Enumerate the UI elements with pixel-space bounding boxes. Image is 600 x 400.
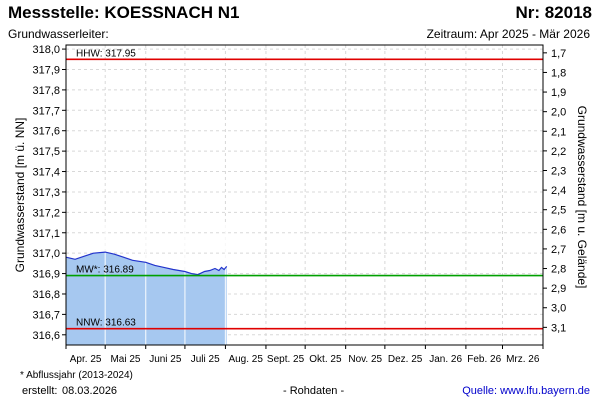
y2-tick-label: 2,4 <box>551 185 566 197</box>
y2-tick-label: 2,3 <box>551 165 566 177</box>
y2-tick-label: 1,9 <box>551 87 566 99</box>
y-tick-label: 316,9 <box>32 269 60 281</box>
mw-label: MW*: 316.89 <box>76 265 134 276</box>
y2-tick-label: 3,0 <box>551 303 566 315</box>
y2-tick-label: 1,8 <box>551 67 566 79</box>
y-tick-label: 317,7 <box>32 105 60 117</box>
rawdata-label: - Rohdaten - <box>283 385 345 397</box>
source-link[interactable]: Quelle: www.lfu.bayern.de <box>462 385 590 397</box>
x-tick-label: Aug. 25 <box>228 354 263 365</box>
x-tick-label: Mrz. 26 <box>506 354 540 365</box>
x-tick-label: Jan. 26 <box>429 354 462 365</box>
y2-tick-label: 2,8 <box>551 264 566 276</box>
x-tick-label: Okt. 25 <box>309 354 342 365</box>
y2-axis-label: Grundwasserstand [m u. Gelände] <box>575 106 589 289</box>
y-tick-label: 317,9 <box>32 64 60 76</box>
y2-tick-label: 2,5 <box>551 205 566 217</box>
y-tick-label: 317,2 <box>32 207 60 219</box>
y-tick-label: 317,1 <box>32 228 60 240</box>
y2-tick-label: 2,1 <box>551 126 566 138</box>
aquifer-label: Grundwasserleiter: <box>8 27 109 41</box>
x-tick-label: Apr. 25 <box>70 354 102 365</box>
x-tick-label: Mai 25 <box>110 354 140 365</box>
station-number: Nr: 82018 <box>515 3 592 22</box>
y-tick-label: 317,4 <box>32 167 60 179</box>
y-tick-label: 317,6 <box>32 126 60 138</box>
y-tick-label: 316,6 <box>32 330 60 342</box>
x-tick-label: Sept. 25 <box>267 354 305 365</box>
x-tick-label: Feb. 26 <box>467 354 501 365</box>
y-tick-label: 317,3 <box>32 187 60 199</box>
reference-lines: HHW: 317.95 MW*: 316.89 NNW: 316.63 <box>66 48 543 330</box>
plot-frame <box>65 44 544 346</box>
y2-tick-label: 2,9 <box>551 283 566 295</box>
y2-tick-label: 3,1 <box>551 322 566 334</box>
created-date: 08.03.2026 <box>62 385 118 397</box>
period-label: Zeitraum: Apr 2025 - Mär 2026 <box>426 27 590 41</box>
y2-tick-label: 2,0 <box>551 107 566 119</box>
y-tick-label: 318,0 <box>32 44 60 56</box>
x-tick-label: Dez. 25 <box>388 354 423 365</box>
x-tick-label: Nov. 25 <box>348 354 382 365</box>
series-line <box>65 251 228 276</box>
y2-tick-label: 1,7 <box>551 48 566 60</box>
y-axis-label: Grundwasserstand [m ü. NN] <box>13 118 27 273</box>
x-tick-label: Juni 25 <box>149 354 182 365</box>
y-tick-label: 317,5 <box>32 146 60 158</box>
y2-tick-label: 2,6 <box>551 224 566 236</box>
footnote: * Abflussjahr (2013-2024) <box>20 370 133 381</box>
y-tick-label: 316,7 <box>32 309 60 321</box>
y2-tick-label: 2,2 <box>551 146 566 158</box>
hhw-label: HHW: 317.95 <box>76 48 136 59</box>
y2-tick-label: 2,7 <box>551 244 566 256</box>
x-tick-label: Juli 25 <box>191 354 220 365</box>
y-tick-label: 317,0 <box>32 248 60 260</box>
nnw-label: NNW: 316.63 <box>76 318 136 329</box>
created-label: erstellt: <box>22 385 58 397</box>
y-tick-label: 317,8 <box>32 85 60 97</box>
y-tick-label: 316,8 <box>32 289 60 301</box>
axes: 316,6 316,7 316,8 316,9 317,0 317,1 317,2 317,3… <box>32 44 566 365</box>
chart-title: Messstelle: KOESSNACH N1 <box>8 3 240 22</box>
